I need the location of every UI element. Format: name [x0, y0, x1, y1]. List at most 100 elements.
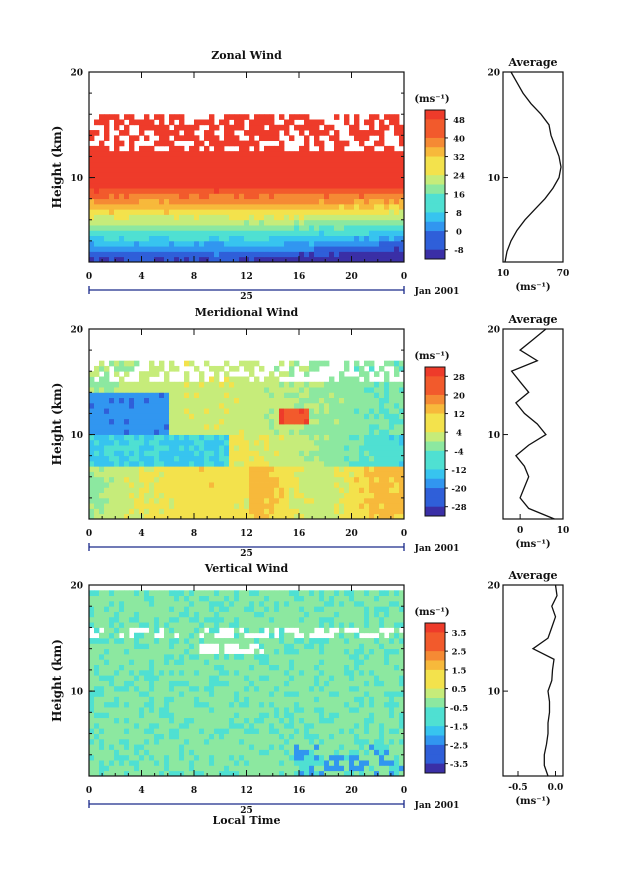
heatmap-cell	[104, 760, 110, 766]
heatmap-cell	[224, 140, 230, 147]
heatmap-cell	[199, 482, 205, 488]
heatmap-cell	[314, 691, 320, 697]
heatmap-cell	[274, 387, 280, 393]
heatmap-cell	[244, 392, 250, 399]
heatmap-cell	[214, 508, 220, 515]
heatmap-cell	[114, 439, 120, 446]
x-tick-label: 4	[138, 272, 144, 282]
heatmap-cell	[389, 251, 395, 258]
heatmap-cell	[114, 151, 120, 157]
heatmap-cell	[344, 392, 350, 399]
heatmap-cell	[349, 124, 355, 131]
heatmap-cell	[174, 135, 180, 142]
heatmap-cell	[254, 482, 260, 488]
heatmap-cell	[384, 669, 390, 676]
heatmap-cell	[219, 434, 225, 441]
heatmap-cell	[244, 738, 250, 745]
heatmap-cell	[119, 707, 125, 713]
heatmap-cell	[249, 744, 255, 750]
heatmap-cell	[164, 508, 170, 515]
heatmap-cell	[159, 717, 165, 724]
heatmap-cell	[399, 439, 405, 446]
heatmap-cell	[284, 167, 290, 173]
heatmap-cell	[194, 669, 200, 676]
heatmap-cell	[184, 471, 190, 478]
heatmap-cell	[254, 691, 260, 697]
heatmap-cell	[189, 256, 195, 263]
heatmap-cell	[274, 455, 280, 462]
heatmap-cell	[94, 365, 100, 372]
heatmap-cell	[184, 744, 190, 750]
heatmap-cell	[194, 492, 200, 499]
heatmap-cell	[274, 492, 280, 499]
heatmap-cell	[309, 434, 315, 441]
heatmap-cell	[174, 225, 180, 231]
heatmap-cell	[369, 738, 375, 745]
heatmap-cell	[369, 476, 375, 483]
heatmap-cell	[204, 503, 210, 509]
heatmap-cell	[304, 466, 310, 472]
heatmap-cell	[99, 246, 105, 252]
heatmap-cell	[284, 203, 290, 210]
heatmap-cell	[269, 733, 275, 740]
heatmap-cell	[104, 130, 110, 136]
heatmap-cell	[129, 701, 135, 708]
heatmap-cell	[374, 664, 380, 671]
heatmap-cell	[304, 476, 310, 483]
heatmap-cell	[139, 508, 145, 515]
heatmap-cell	[364, 696, 370, 703]
heatmap-cell	[114, 434, 120, 441]
heatmap-cell	[274, 476, 280, 483]
heatmap-cell	[89, 476, 95, 483]
heatmap-cell	[219, 365, 225, 372]
heatmap-cell	[109, 156, 115, 163]
heatmap-cell	[389, 492, 395, 499]
heatmap-cell	[219, 397, 225, 404]
heatmap-cell	[99, 408, 105, 414]
heatmap-cell	[304, 754, 310, 761]
heatmap-cell	[304, 707, 310, 713]
heatmap-cell	[389, 397, 395, 404]
heatmap-cell	[119, 513, 125, 520]
heatmap-cell	[94, 235, 100, 242]
heatmap-cell	[244, 145, 250, 152]
heatmap-cell	[394, 251, 400, 258]
heatmap-cell	[209, 445, 215, 451]
heatmap-cell	[239, 460, 245, 467]
heatmap-cell	[294, 744, 300, 750]
heatmap-cell	[329, 240, 335, 247]
heatmap-cell	[269, 251, 275, 258]
heatmap-cell	[289, 172, 295, 178]
heatmap-cell	[199, 376, 205, 383]
heatmap-cell	[214, 209, 220, 215]
heatmap-cell	[384, 712, 390, 719]
heatmap-cell	[129, 135, 135, 142]
heatmap-cell	[214, 455, 220, 462]
heatmap-cell	[204, 712, 210, 719]
heatmap-cell	[144, 770, 150, 777]
heatmap-cell	[124, 487, 130, 494]
heatmap-cell	[169, 738, 175, 745]
heatmap-cell	[299, 482, 305, 488]
heatmap-cell	[194, 397, 200, 404]
heatmap-cell	[314, 685, 320, 692]
heatmap-cell	[284, 733, 290, 740]
heatmap-cell	[99, 733, 105, 740]
heatmap-cell	[304, 482, 310, 488]
heatmap-cell	[389, 424, 395, 430]
heatmap-cell	[384, 471, 390, 478]
heatmap-cell	[134, 135, 140, 142]
heatmap-cell	[299, 738, 305, 745]
heatmap-cell	[189, 455, 195, 462]
heatmap-cell	[314, 450, 320, 457]
heatmap-cell	[384, 513, 390, 520]
heatmap-cell	[224, 450, 230, 457]
heatmap-cell	[109, 381, 115, 388]
heatmap-cell	[394, 712, 400, 719]
heatmap-cell	[249, 256, 255, 263]
heatmap-cell	[284, 225, 290, 231]
heatmap-cell	[279, 765, 285, 772]
heatmap-cell	[244, 424, 250, 430]
heatmap-cell	[359, 251, 365, 258]
heatmap-cell	[359, 424, 365, 430]
